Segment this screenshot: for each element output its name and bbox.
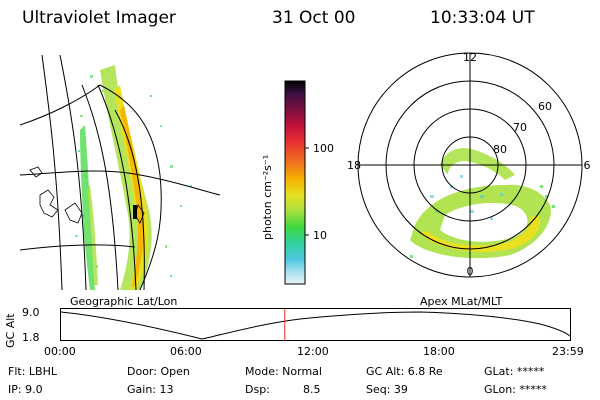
colorbar-tick-100: 100 [313,142,334,155]
status-dsp: Dsp: [245,383,270,396]
altitude-curve [60,311,571,340]
mlt-0-label: 0 [467,265,474,278]
altitude-ytick-top: 9.0 [22,306,40,319]
status-glon: GLon: ***** [484,383,547,396]
altitude-ytick-bottom: 1.8 [22,331,40,344]
altitude-ylabel: GC Alt [4,313,17,348]
observation-date: 31 Oct 00 [272,8,356,28]
mlt-6-label: 6 [584,159,591,172]
status-dsp-value: 8.5 [303,383,321,396]
xtick-0600: 06:00 [170,345,202,358]
polar-plot: 12 18 6 0 60 70 80 [347,51,591,278]
map-grid [20,55,220,290]
mlat-60-label: 60 [538,100,552,113]
mlt-18-label: 18 [347,159,361,172]
status-gc-alt: GC Alt: 6.8 Re [366,365,443,378]
status-glat: GLat: ***** [484,365,545,378]
colorbar-unit-label: photon cm⁻²s⁻¹ [261,154,274,240]
colorbar-tick-10: 10 [313,229,327,242]
status-seq: Seq: 39 [366,383,408,396]
xtick-2359: 23:59 [552,345,584,358]
status-door: Door: Open [127,365,190,378]
polar-grid [357,52,583,278]
status-ip: IP: 9.0 [8,383,43,396]
xtick-1800: 18:00 [423,345,455,358]
mlt-12-label: 12 [463,51,477,64]
coast-feature [133,205,137,219]
colorbar [284,80,309,285]
altitude-plot-frame [60,308,571,341]
xtick-0000: 00:00 [44,345,76,358]
mlat-70-label: 70 [513,121,527,134]
mlat-80-label: 80 [493,143,507,156]
altitude-plot [60,308,571,341]
status-filter: Flt: LBHL [8,365,57,378]
xtick-1200: 12:00 [297,345,329,358]
polar-caption: Apex MLat/MLT [420,295,503,308]
instrument-title: Ultraviolet Imager [22,8,176,28]
status-gain: Gain: 13 [127,383,174,396]
map-caption: Geographic Lat/Lon [70,295,178,308]
status-mode: Mode: Normal [245,365,322,378]
geographic-map [20,55,220,290]
observation-time: 10:33:04 UT [430,8,535,28]
